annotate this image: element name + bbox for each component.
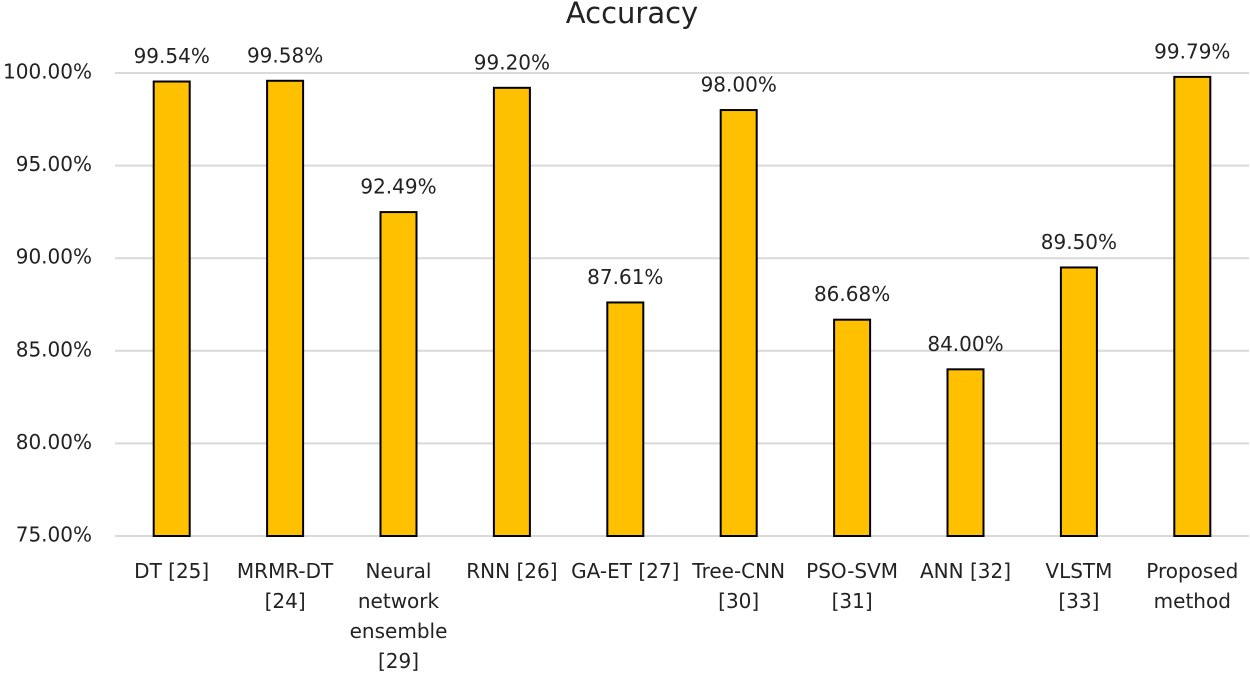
x-tick-label: RNN [26] [466, 559, 558, 583]
bar [379, 211, 418, 537]
x-tick-label: GA-ET [27] [571, 559, 680, 583]
value-label: 89.50% [1041, 230, 1117, 254]
bar [1173, 75, 1212, 538]
x-tick-label: Proposed method [1146, 559, 1239, 613]
chart-title: Accuracy [566, 0, 698, 30]
value-label: 87.61% [587, 265, 663, 289]
x-tick-label: VLSTM [33] [1045, 559, 1113, 613]
x-tick-label: Neural network ensemble [29] [349, 559, 448, 673]
y-tick-label: 80.00% [16, 430, 92, 454]
bar [606, 301, 645, 537]
bar [833, 318, 872, 537]
x-tick-label: PSO-SVM [31] [806, 559, 899, 613]
value-label: 92.49% [360, 175, 436, 199]
bar [152, 80, 191, 538]
x-tick-label: ANN [32] [919, 559, 1011, 583]
y-tick-label: 100.00% [3, 60, 92, 84]
x-tick-label: MRMR-DT [24] [236, 559, 334, 613]
bar [492, 86, 531, 537]
bar [266, 79, 305, 537]
value-label: 98.00% [701, 73, 777, 97]
value-label: 86.68% [814, 282, 890, 306]
value-label: 99.54% [134, 44, 210, 68]
y-tick-label: 95.00% [16, 152, 92, 176]
bar [946, 368, 985, 537]
x-tick-label: DT [25] [134, 559, 210, 583]
y-tick-label: 85.00% [16, 337, 92, 361]
bar [1059, 266, 1098, 537]
value-label: 99.58% [247, 43, 323, 67]
value-label: 99.79% [1154, 39, 1230, 63]
y-tick-label: 90.00% [16, 245, 92, 269]
value-label: 99.20% [474, 50, 550, 74]
x-tick-label: Tree-CNN [30] [692, 559, 786, 613]
bar [719, 109, 758, 537]
value-label: 84.00% [927, 332, 1003, 356]
y-tick-label: 75.00% [16, 523, 92, 547]
